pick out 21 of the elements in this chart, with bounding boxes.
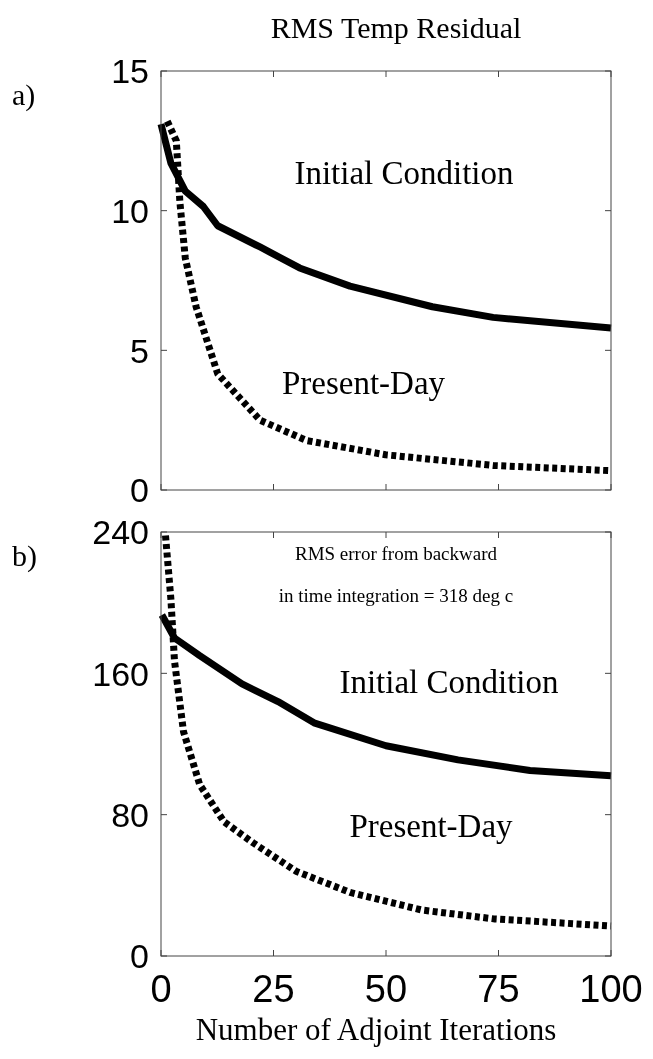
y-tick-label: 240 — [92, 513, 149, 552]
y-tick-label: 15 — [111, 52, 149, 91]
y-tick-label: 0 — [130, 471, 149, 510]
series-label: Present-Day — [281, 364, 446, 401]
y-tick-label: 160 — [92, 654, 149, 693]
series-label: Initial Condition — [294, 155, 514, 192]
x-axis-title: Number of Adjoint Iterations — [195, 1012, 557, 1047]
series-label: Present-Day — [349, 808, 514, 845]
x-tick-label: 25 — [252, 968, 295, 1010]
text: a) — [12, 78, 36, 112]
y-tick-label: 10 — [111, 191, 149, 230]
chart-title: RMS Temp Residual — [270, 11, 522, 44]
x-tick-label: 50 — [364, 968, 408, 1010]
annotation: RMS error from backward in time integration = 318 deg c — [278, 543, 514, 606]
x-tick-label: 100 — [579, 968, 643, 1010]
x-tick-label: 75 — [477, 968, 520, 1010]
y-tick-label: 5 — [130, 331, 149, 370]
y-tick-label: 0 — [130, 937, 149, 976]
series-label: Initial Condition — [339, 664, 559, 701]
y-tick-label: 80 — [111, 795, 149, 834]
text: b) — [12, 539, 37, 573]
